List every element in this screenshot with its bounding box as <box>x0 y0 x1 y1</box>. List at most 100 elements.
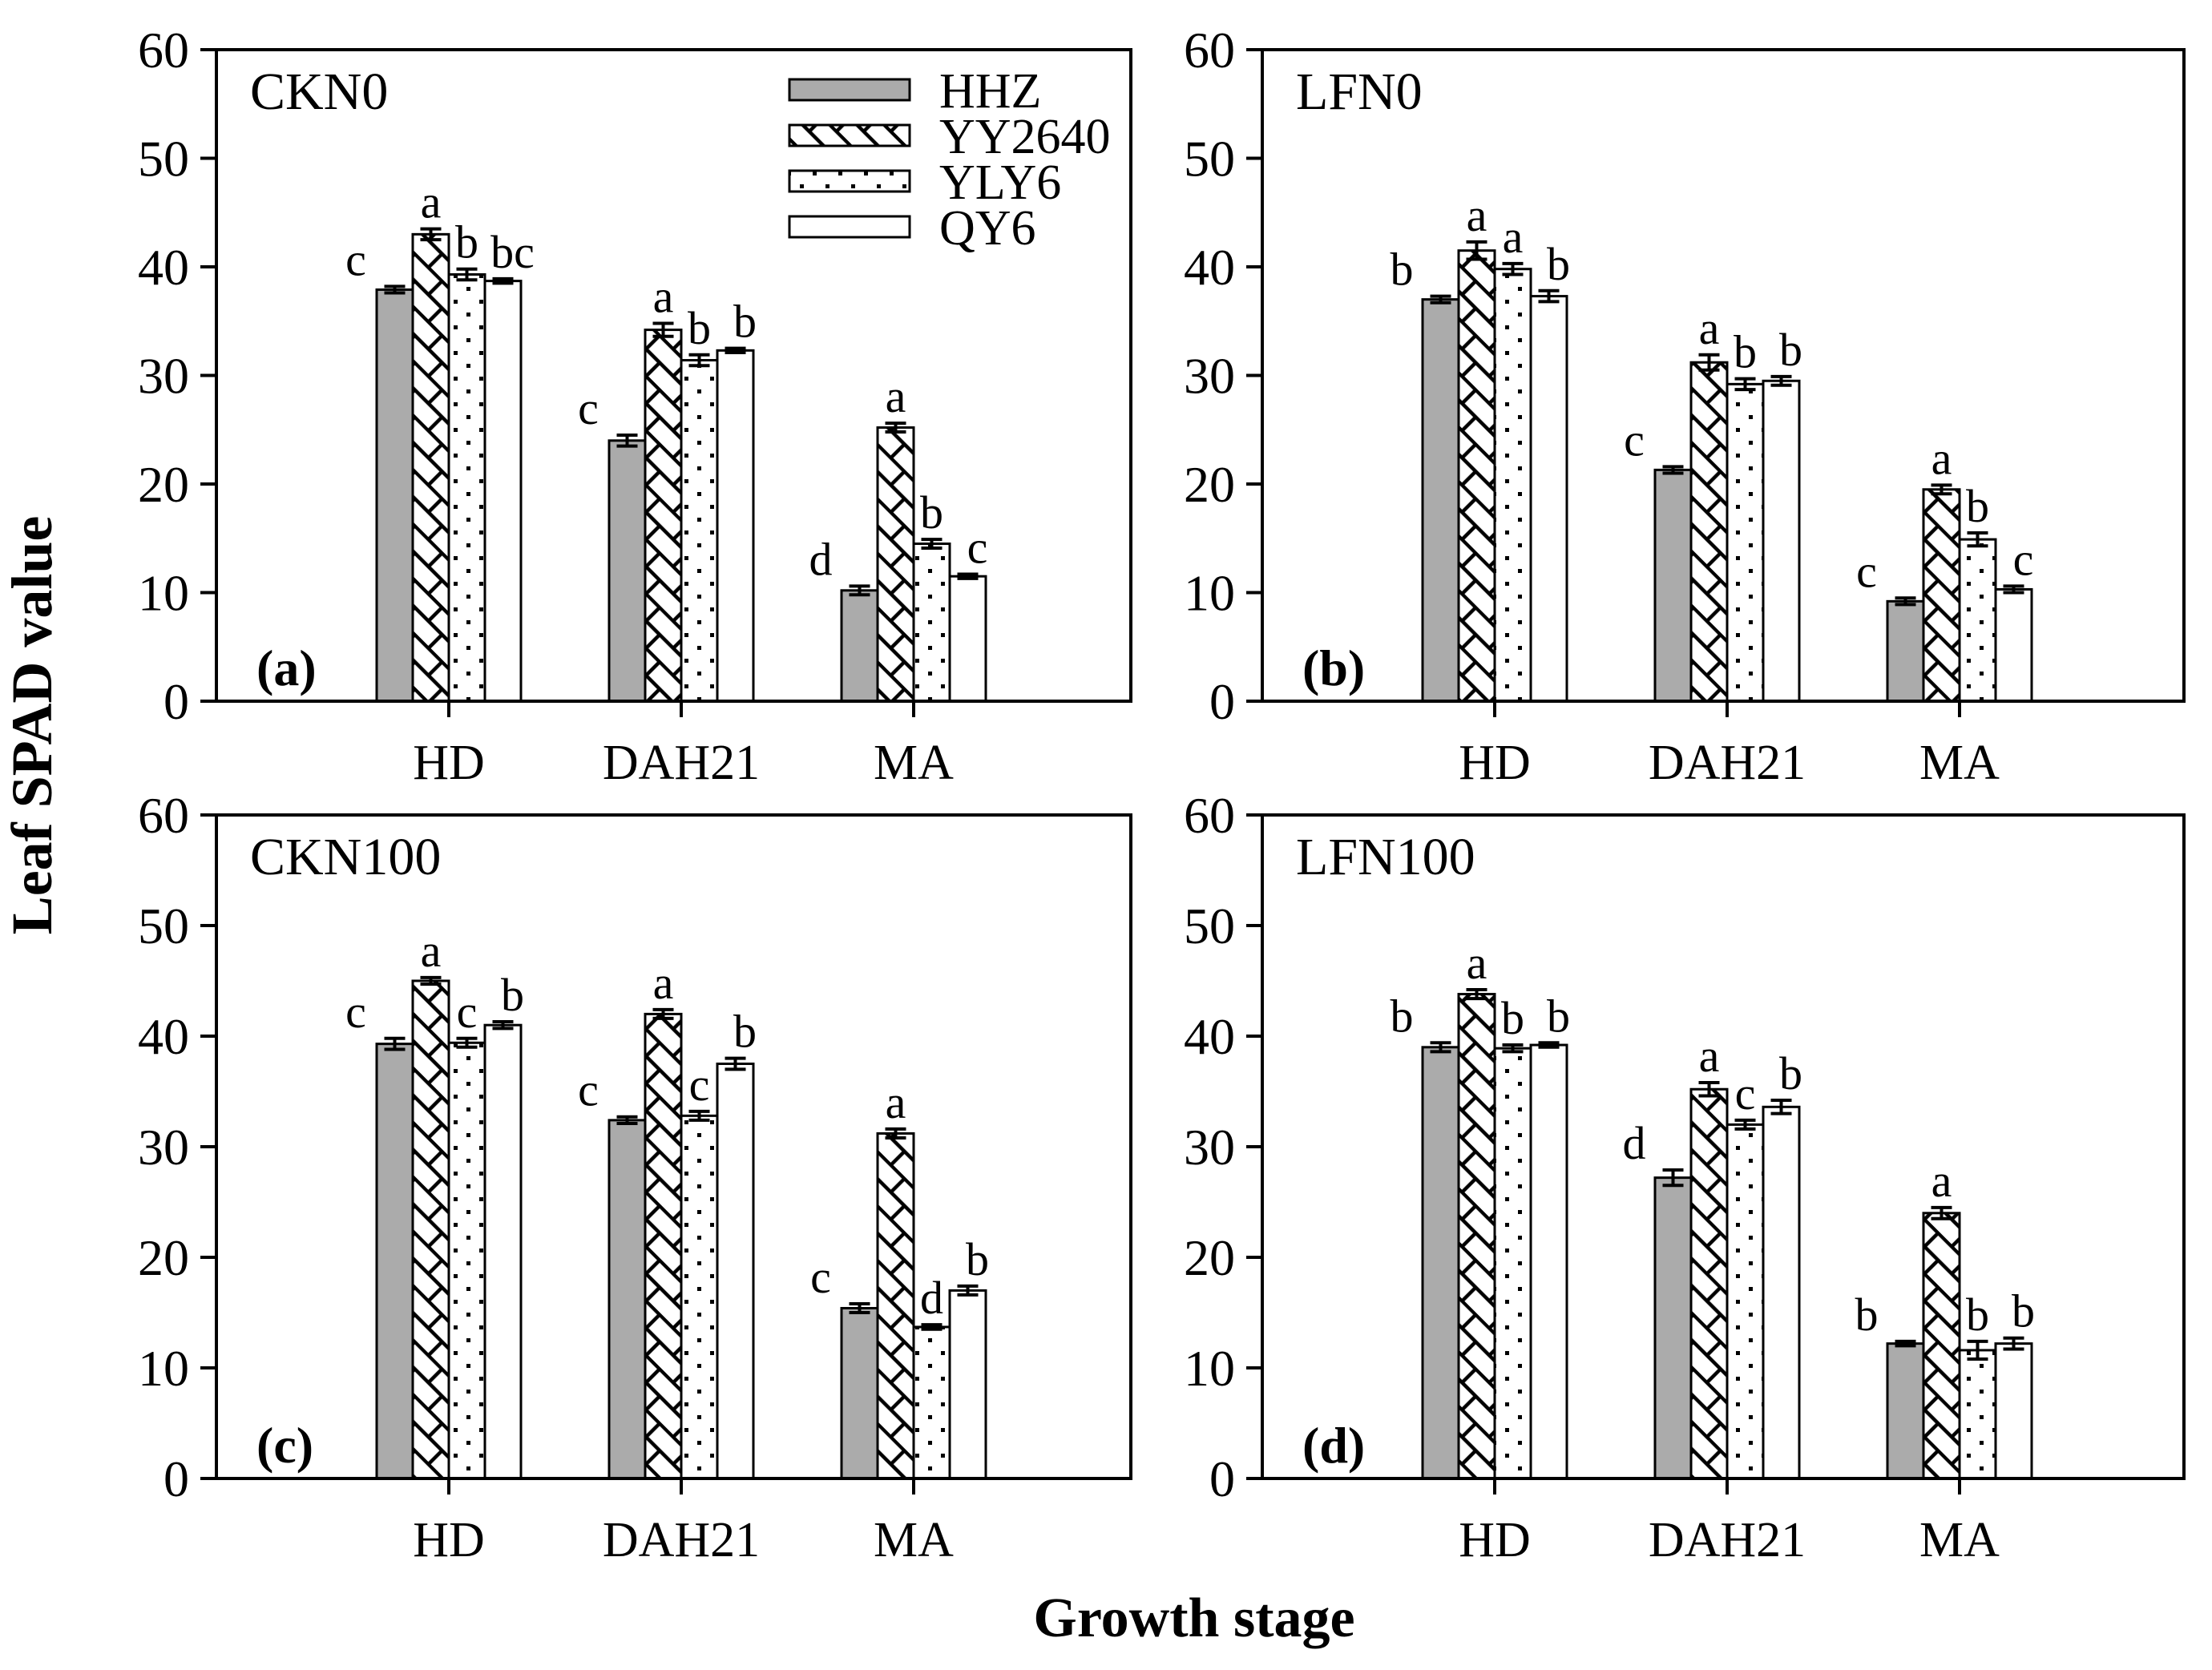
error-bar <box>921 538 943 550</box>
series-QY6: bbc <box>1529 238 2033 703</box>
error-bar <box>688 353 710 368</box>
bar-LFN100-MA-YLY6 <box>1958 1349 1997 1480</box>
legend-item-YY2640: YY2640 <box>788 110 1111 164</box>
bar-CKN100-HD-YY2640 <box>411 979 450 1480</box>
sig-letter: d <box>1623 1117 1646 1169</box>
y-tick-label: 20 <box>1184 456 1235 513</box>
y-tick-label: 10 <box>138 565 189 622</box>
bar-LFN100-HD-QY6 <box>1529 1043 1568 1480</box>
sig-letter: b <box>1501 992 1524 1044</box>
panel-letter: (a) <box>256 639 317 696</box>
error-bar <box>1770 374 1792 387</box>
legend-label: QY6 <box>939 201 1036 256</box>
y-tick-label: 20 <box>1184 1229 1235 1286</box>
error-bar <box>1698 353 1720 372</box>
panel-letter: (b) <box>1302 639 1365 696</box>
error-bar <box>849 584 870 597</box>
series-YY2640: a a a <box>1457 937 1961 1480</box>
error-bar <box>616 1115 638 1126</box>
legend-swatch-diagonal-hatch <box>788 123 911 147</box>
bar-LFN100-HD-HHZ <box>1421 1046 1460 1480</box>
bar-LFN100-DAH21-HHZ <box>1653 1176 1693 1480</box>
bar-CKN0-MA-QY6 <box>948 575 987 703</box>
error-bar <box>492 276 514 285</box>
error-bar <box>1466 988 1487 1001</box>
bar-CKN100-MA-QY6 <box>948 1289 987 1480</box>
bar-LFN0-DAH21-YLY6 <box>1726 382 1765 703</box>
series-HHZ: b d b <box>1391 990 1925 1480</box>
sig-letter: b <box>1547 990 1570 1042</box>
bar-LFN0-MA-YY2640 <box>1922 488 1961 703</box>
error-bar <box>420 975 442 986</box>
legend-item-QY6: QY6 <box>788 201 1036 256</box>
error-bar <box>456 1036 478 1049</box>
sig-letter: b <box>733 296 757 348</box>
error-bar <box>1931 1205 1952 1220</box>
sig-letter: b <box>1779 1047 1802 1099</box>
sig-letter: b <box>501 969 524 1021</box>
series-YLY6: c c d <box>447 986 951 1480</box>
bar-CKN0-MA-YY2640 <box>876 426 915 703</box>
sig-letter: d <box>920 1272 943 1324</box>
x-category-label: MA <box>1919 1513 2000 1567</box>
x-category-label: MA <box>874 1513 954 1567</box>
sig-letter: a <box>886 1076 906 1128</box>
error-bar <box>921 1323 943 1331</box>
bar-LFN0-MA-HHZ <box>1886 599 1925 703</box>
error-bar <box>957 1284 979 1297</box>
bar-LFN0-HD-YY2640 <box>1457 249 1496 703</box>
x-category-label: DAH21 <box>1649 1513 1806 1567</box>
sig-letter: c <box>457 986 478 1038</box>
error-bar <box>885 1127 906 1140</box>
x-category-label: HD <box>1459 736 1531 790</box>
y-axis: 0 10 20 30 40 50 60 <box>1184 787 1262 1507</box>
legend-label: YLY6 <box>939 155 1061 210</box>
x-category-label: DAH21 <box>603 1513 760 1567</box>
y-axis: 0 10 20 30 40 50 60 <box>138 787 216 1507</box>
legend-label: YY2640 <box>939 110 1111 164</box>
sig-letter: b <box>2012 1285 2035 1337</box>
error-bar <box>652 1007 674 1020</box>
sig-letter: c <box>578 1064 599 1116</box>
error-bar <box>1698 1080 1720 1098</box>
legend-swatch-plain-white <box>788 215 911 239</box>
error-bar <box>1931 483 1952 496</box>
series-YLY6: abb <box>1493 211 1997 703</box>
series-QY6: b b b <box>483 969 989 1480</box>
panel-border <box>1261 48 2186 703</box>
y-tick-label: 50 <box>1184 898 1235 954</box>
bar-LFN100-DAH21-YY2640 <box>1689 1087 1729 1480</box>
error-bar <box>1466 240 1487 261</box>
series-YLY6: bbb <box>447 216 951 703</box>
x-category-label: HD <box>413 736 485 790</box>
sig-letter: b <box>688 302 711 354</box>
x-axis: HD DAH21 MA <box>1459 1478 2000 1567</box>
y-tick-label: 60 <box>1184 22 1235 79</box>
y-tick-label: 40 <box>138 239 189 296</box>
y-tick-label: 10 <box>1184 1340 1235 1397</box>
bar-CKN100-MA-HHZ <box>840 1306 879 1480</box>
sig-letter: a <box>653 957 674 1009</box>
bar-CKN100-MA-YLY6 <box>912 1325 951 1480</box>
y-tick-label: 0 <box>1209 673 1235 730</box>
error-bar <box>384 284 406 295</box>
error-bar <box>1662 465 1684 475</box>
x-axis: HD DAH21 MA <box>1459 701 2000 790</box>
error-bar <box>688 1109 710 1122</box>
sig-letter: b <box>1855 1289 1879 1341</box>
sig-letter: c <box>345 233 366 285</box>
error-bar <box>725 346 746 355</box>
treatment-label: LFN100 <box>1296 828 1475 886</box>
error-bar <box>1502 1043 1524 1054</box>
sig-letter: c <box>1624 413 1645 466</box>
sig-letter: d <box>809 533 833 585</box>
legend-swatch-solid-gray <box>788 78 911 102</box>
panel-border <box>1261 813 2186 1480</box>
error-bar <box>616 434 638 448</box>
bar-CKN100-HD-QY6 <box>483 1023 523 1480</box>
